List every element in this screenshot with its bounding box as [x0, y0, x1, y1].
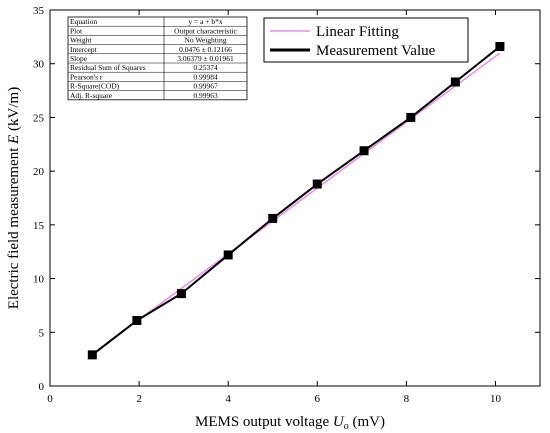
measurement-point — [132, 315, 142, 325]
stats-table-key: Pearson's r — [70, 72, 103, 81]
x-tick-label: 8 — [404, 393, 410, 405]
x-tick-label: 2 — [136, 393, 142, 405]
x-tick-label: 0 — [47, 393, 53, 405]
stats-table-value: 0.99984 — [193, 72, 218, 81]
x-tick-label: 10 — [490, 393, 502, 405]
stats-table-value: 0.0476 ± 0.12166 — [179, 45, 232, 54]
measurement-point — [176, 289, 186, 299]
stats-table-key: Intercept — [70, 45, 98, 54]
measurement-point — [359, 146, 369, 156]
series-linear-fitting-line — [91, 52, 501, 355]
measurement-point — [268, 213, 278, 223]
stats-table-value: 3.06379 ± 0.01961 — [177, 54, 234, 63]
legend-label: Measurement Value — [316, 43, 436, 59]
y-tick-label: 30 — [33, 59, 45, 71]
stats-table-value: 0.99967 — [193, 82, 218, 91]
series-layer — [87, 42, 505, 360]
stats-table-border — [67, 16, 248, 101]
legend-label: Linear Fitting — [316, 24, 399, 40]
y-tick-label: 5 — [39, 327, 45, 339]
axis-ticks: 0 2 4 6 8 10 0 5 10 15 20 25 30 35 — [33, 5, 540, 405]
y-tick-label: 35 — [33, 5, 45, 17]
stats-table-value: No Weighting — [185, 36, 227, 45]
measurement-point — [450, 77, 460, 87]
measurement-point — [87, 350, 97, 360]
y-tick-label: 15 — [33, 220, 45, 232]
stats-table-key: Weight — [70, 36, 92, 45]
legend-box — [263, 17, 469, 63]
stats-table-key: Adj. R-square — [70, 91, 113, 100]
y-axis-label: Electric field measurement E (kV/m) — [6, 87, 22, 309]
stats-table-key: Equation — [70, 17, 97, 26]
series-measurement-line — [91, 45, 501, 356]
stats-table: Equation y = a + b*x Plot Output characteri… — [67, 16, 248, 101]
plot-border — [49, 9, 541, 387]
x-axis-label: MEMS output voltage Uo (mV) — [195, 414, 385, 432]
y-tick-label: 25 — [33, 112, 45, 124]
stats-table-key: Slope — [70, 54, 88, 63]
measurement-point — [495, 42, 505, 52]
stats-table-value: Output characteristic — [174, 26, 237, 35]
measurement-point — [406, 112, 416, 122]
y-tick-label: 0 — [39, 381, 45, 393]
stats-table-key: R-Square(COD) — [70, 82, 120, 91]
x-tick-label: 4 — [225, 393, 231, 405]
legend: Linear Fitting Measurement Value — [263, 17, 469, 63]
stats-table-value: 0.99963 — [193, 91, 218, 100]
measurement-point — [223, 250, 233, 260]
stats-table-value: y = a + b*x — [188, 17, 223, 26]
plot-frame — [49, 9, 541, 387]
stats-table-key: Plot — [70, 26, 83, 35]
stats-table-value: 0.25374 — [193, 63, 218, 72]
stats-table-key: Residual Sum of Squares — [70, 63, 146, 72]
x-tick-label: 6 — [315, 393, 321, 405]
y-tick-label: 20 — [33, 166, 45, 178]
measurement-point — [312, 179, 322, 189]
y-tick-label: 10 — [33, 274, 45, 286]
